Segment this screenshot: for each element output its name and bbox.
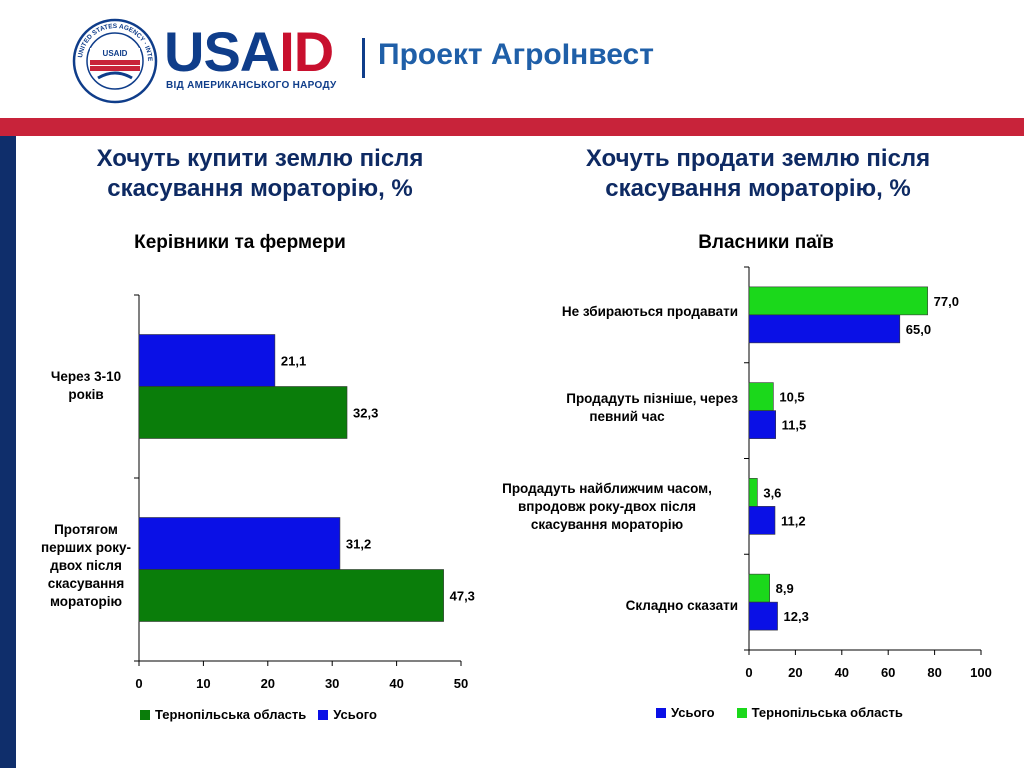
bar	[748, 286, 928, 316]
bar	[748, 573, 770, 603]
x-tick-label: 50	[454, 676, 468, 691]
right-legend: Усього Тернопільська область	[656, 705, 915, 720]
left-chart-title: Хочуть купити землю після скасування мор…	[96, 145, 424, 202]
legend-swatch-light-green	[736, 707, 747, 718]
legend-item-total: Усього	[656, 705, 715, 720]
left-chart-subtitle: Керівники та фермери	[134, 232, 346, 253]
data-label: 21,1	[281, 354, 306, 369]
legend-swatch-blue	[656, 707, 666, 718]
data-label: 11,5	[782, 418, 807, 433]
x-tick-label: 60	[881, 665, 895, 680]
bar	[748, 601, 778, 631]
project-title: Проект АгроІнвест	[378, 38, 654, 71]
data-label: 10,5	[779, 390, 804, 405]
data-label: 11,2	[781, 513, 806, 528]
left-band	[0, 136, 16, 768]
bar	[748, 314, 901, 344]
right-category-label-1: Не збираються продавати	[561, 304, 738, 319]
red-band	[0, 118, 1024, 136]
usaid-tagline: ВІД АМЕРИКАНСЬКОГО НАРОДУ	[166, 80, 337, 91]
x-tick-label: 20	[261, 676, 275, 691]
left-category-label-2: Протягом перших року- двох після скасува…	[41, 522, 131, 609]
bar	[748, 478, 758, 507]
data-label: 47,3	[450, 589, 475, 604]
right-chart-subtitle: Власники паїв	[698, 232, 834, 253]
legend-item-ternopil: Тернопільська область	[140, 707, 306, 722]
header: UNITED STATES AGENCY · INTERNATIONAL DEV…	[0, 0, 1024, 118]
x-tick-label: 20	[788, 665, 802, 680]
x-tick-label: 40	[835, 665, 849, 680]
x-tick-label: 30	[325, 676, 339, 691]
data-label: 3,6	[763, 485, 781, 500]
legend-swatch-dark-green	[140, 709, 150, 720]
x-tick-label: 40	[389, 676, 403, 691]
x-tick-label: 0	[135, 676, 142, 691]
usaid-wordmark: USAID	[164, 20, 334, 83]
right-category-label-4: Складно сказати	[625, 598, 738, 613]
left-category-label-1: Через 3-10 років	[50, 369, 122, 402]
legend-item-ternopil: Тернопільська область	[736, 705, 903, 720]
bar	[748, 410, 776, 439]
legend-swatch-blue	[318, 709, 329, 720]
legend-item-total: Усього	[318, 707, 377, 722]
bar	[748, 382, 774, 411]
data-label: 65,0	[906, 322, 931, 337]
x-tick-label: 100	[970, 665, 992, 680]
x-tick-label: 80	[927, 665, 941, 680]
left-legend: Тернопільська область Усього	[140, 707, 389, 722]
usaid-seal-icon: UNITED STATES AGENCY · INTERNATIONAL DEV…	[72, 18, 158, 104]
seal-mark: USAID	[103, 49, 128, 58]
bar	[138, 386, 348, 439]
bar	[138, 334, 276, 387]
right-chart-title: Хочуть продати землю після скасування мо…	[585, 145, 931, 202]
bar	[138, 517, 341, 570]
data-label: 12,3	[784, 609, 809, 624]
header-divider	[362, 38, 365, 78]
data-label: 8,9	[776, 581, 794, 596]
data-label: 31,2	[346, 537, 371, 552]
data-label: 32,3	[353, 406, 378, 421]
bar	[748, 506, 776, 535]
x-tick-label: 0	[745, 665, 752, 680]
right-category-label-2: Продадуть пізніше, через певний час	[566, 391, 738, 424]
right-category-label-3: Продадуть найближчим часом, впродовж рок…	[502, 481, 712, 532]
data-label: 77,0	[934, 294, 959, 309]
bar	[138, 569, 444, 622]
x-tick-label: 10	[196, 676, 210, 691]
